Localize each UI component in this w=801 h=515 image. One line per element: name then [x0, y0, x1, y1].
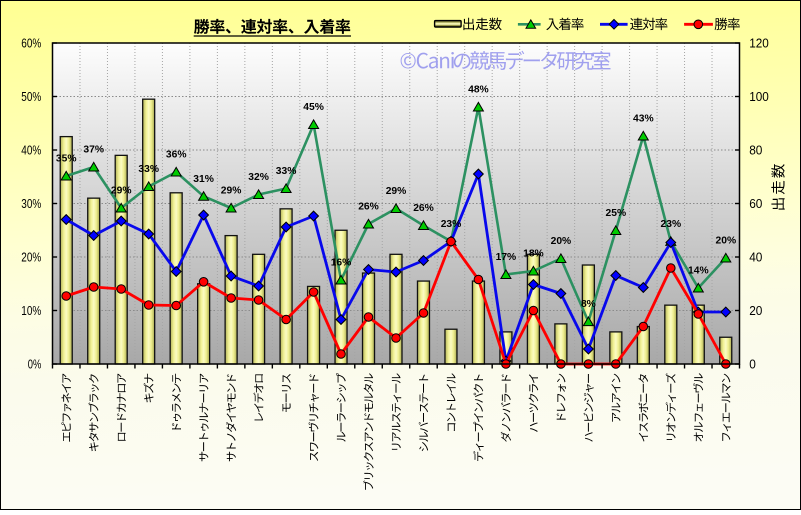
svg-text:0%: 0%	[28, 357, 42, 372]
svg-text:40%: 40%	[21, 143, 41, 158]
svg-text:26%: 26%	[413, 203, 434, 214]
svg-text:36%: 36%	[166, 150, 187, 161]
svg-text:10%: 10%	[21, 303, 41, 318]
svg-text:35%: 35%	[56, 154, 77, 165]
svg-text:31%: 31%	[193, 174, 214, 185]
svg-text:14%: 14%	[688, 266, 709, 277]
svg-text:50%: 50%	[21, 89, 41, 104]
svg-text:20: 20	[749, 303, 762, 318]
svg-text:29%: 29%	[386, 186, 407, 197]
svg-text:20%: 20%	[21, 250, 41, 265]
svg-text:60: 60	[749, 196, 762, 211]
svg-text:16%: 16%	[331, 258, 352, 269]
svg-text:33%: 33%	[276, 166, 297, 177]
svg-text:43%: 43%	[633, 114, 654, 125]
svg-text:45%: 45%	[303, 102, 324, 113]
svg-text:33%: 33%	[138, 164, 159, 175]
svg-text:60%: 60%	[21, 36, 41, 51]
svg-text:18%: 18%	[523, 249, 544, 260]
svg-text:26%: 26%	[358, 202, 379, 213]
svg-text:37%: 37%	[83, 145, 104, 156]
svg-text:0: 0	[749, 357, 756, 372]
svg-text:23%: 23%	[441, 219, 462, 230]
svg-text:29%: 29%	[221, 186, 242, 197]
svg-text:32%: 32%	[248, 172, 269, 183]
svg-text:120: 120	[749, 36, 769, 51]
svg-text:23%: 23%	[660, 219, 681, 230]
svg-text:17%: 17%	[496, 252, 517, 263]
svg-text:30%: 30%	[21, 196, 41, 211]
svg-text:20%: 20%	[551, 236, 572, 247]
svg-text:40: 40	[749, 250, 762, 265]
svg-text:25%: 25%	[605, 208, 626, 219]
svg-text:8%: 8%	[581, 299, 596, 310]
svg-text:29%: 29%	[111, 186, 132, 197]
svg-text:80: 80	[749, 143, 762, 158]
svg-text:100: 100	[749, 89, 769, 104]
svg-text:48%: 48%	[468, 85, 489, 96]
svg-text:20%: 20%	[715, 236, 736, 247]
